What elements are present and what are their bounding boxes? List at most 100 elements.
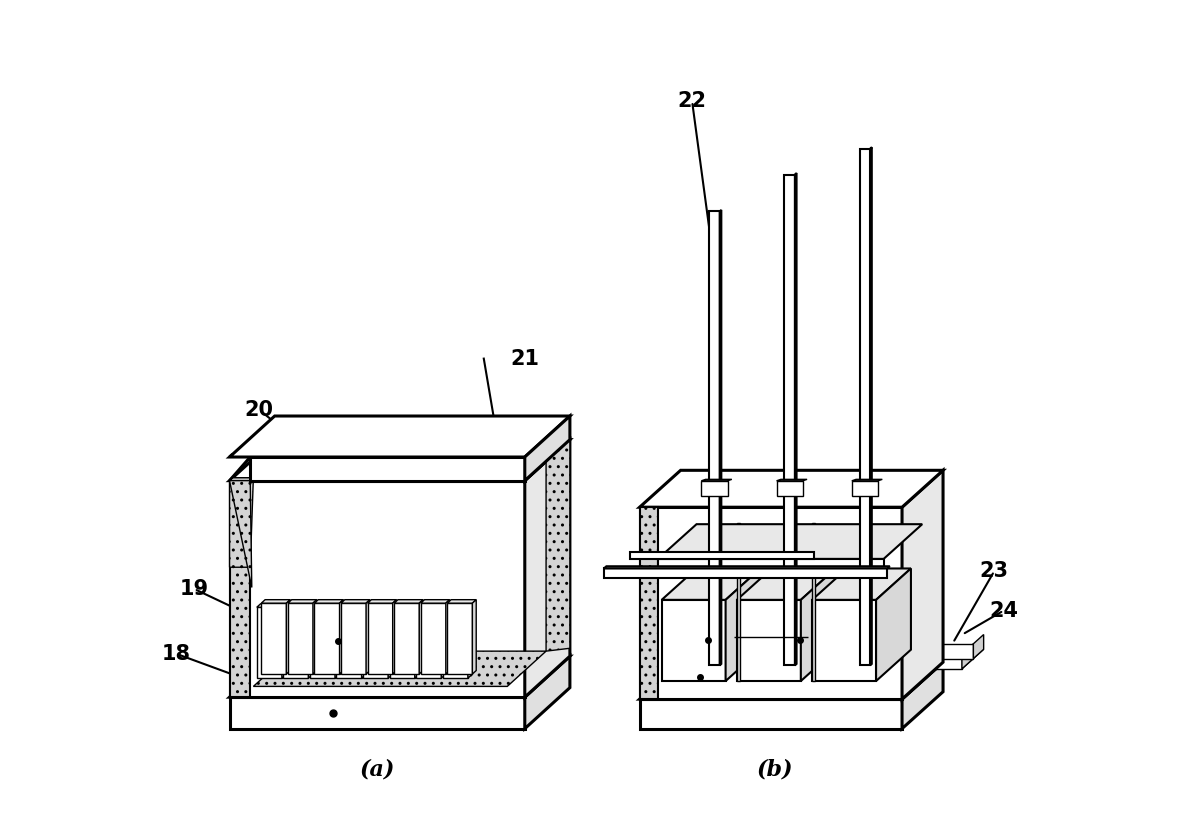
Polygon shape bbox=[283, 604, 313, 607]
Polygon shape bbox=[902, 470, 943, 699]
Polygon shape bbox=[394, 600, 423, 603]
Polygon shape bbox=[388, 604, 392, 678]
Text: 19: 19 bbox=[180, 579, 209, 599]
Polygon shape bbox=[314, 600, 344, 603]
Polygon shape bbox=[640, 662, 943, 699]
Text: 23: 23 bbox=[980, 561, 1008, 581]
Polygon shape bbox=[262, 603, 287, 674]
Polygon shape bbox=[685, 650, 983, 659]
Polygon shape bbox=[737, 600, 801, 681]
Polygon shape bbox=[253, 651, 546, 686]
Polygon shape bbox=[468, 604, 472, 678]
Polygon shape bbox=[524, 416, 570, 480]
Polygon shape bbox=[860, 148, 870, 666]
Polygon shape bbox=[702, 481, 728, 495]
Polygon shape bbox=[257, 604, 285, 607]
Polygon shape bbox=[737, 569, 836, 600]
Polygon shape bbox=[363, 607, 388, 678]
Polygon shape bbox=[673, 659, 974, 669]
Polygon shape bbox=[524, 656, 570, 729]
Polygon shape bbox=[366, 600, 370, 674]
Polygon shape bbox=[394, 603, 420, 674]
Polygon shape bbox=[416, 604, 445, 607]
Polygon shape bbox=[442, 604, 472, 607]
Polygon shape bbox=[313, 600, 316, 674]
Polygon shape bbox=[392, 600, 396, 674]
Polygon shape bbox=[776, 480, 807, 481]
Polygon shape bbox=[661, 600, 725, 681]
Polygon shape bbox=[441, 604, 445, 678]
Polygon shape bbox=[785, 174, 795, 666]
Polygon shape bbox=[229, 416, 570, 457]
Polygon shape bbox=[640, 699, 902, 729]
Polygon shape bbox=[795, 173, 797, 666]
Polygon shape bbox=[390, 607, 415, 678]
Polygon shape bbox=[685, 644, 974, 659]
Polygon shape bbox=[287, 600, 290, 674]
Polygon shape bbox=[812, 600, 876, 681]
Text: 20: 20 bbox=[245, 399, 273, 420]
Polygon shape bbox=[870, 148, 872, 666]
Polygon shape bbox=[640, 470, 943, 507]
Polygon shape bbox=[390, 604, 419, 607]
Polygon shape bbox=[974, 635, 983, 659]
Polygon shape bbox=[229, 480, 250, 697]
Polygon shape bbox=[442, 607, 468, 678]
Polygon shape bbox=[812, 523, 814, 681]
Polygon shape bbox=[725, 569, 761, 681]
Polygon shape bbox=[416, 607, 441, 678]
Text: 24: 24 bbox=[989, 600, 1018, 620]
Polygon shape bbox=[546, 416, 570, 651]
Polygon shape bbox=[229, 697, 524, 729]
Polygon shape bbox=[229, 480, 252, 587]
Polygon shape bbox=[447, 603, 472, 674]
Polygon shape bbox=[640, 507, 658, 699]
Polygon shape bbox=[812, 569, 911, 600]
Polygon shape bbox=[367, 600, 396, 603]
Polygon shape bbox=[340, 600, 344, 674]
Polygon shape bbox=[335, 604, 339, 678]
Polygon shape bbox=[229, 440, 570, 480]
Polygon shape bbox=[229, 478, 253, 480]
Polygon shape bbox=[336, 607, 361, 678]
Polygon shape bbox=[310, 604, 339, 607]
Polygon shape bbox=[262, 600, 290, 603]
Polygon shape bbox=[962, 644, 974, 669]
Polygon shape bbox=[367, 603, 392, 674]
Text: (a): (a) bbox=[359, 759, 395, 781]
Polygon shape bbox=[447, 600, 477, 603]
Text: (b): (b) bbox=[756, 759, 793, 781]
Polygon shape bbox=[308, 604, 313, 678]
Polygon shape bbox=[288, 603, 313, 674]
Polygon shape bbox=[336, 604, 365, 607]
Polygon shape bbox=[363, 604, 392, 607]
Polygon shape bbox=[851, 481, 877, 495]
Polygon shape bbox=[876, 569, 911, 681]
Polygon shape bbox=[282, 604, 285, 678]
Text: 21: 21 bbox=[510, 349, 540, 369]
Polygon shape bbox=[229, 455, 253, 480]
Polygon shape bbox=[658, 525, 923, 559]
Polygon shape bbox=[709, 211, 719, 666]
Polygon shape bbox=[421, 600, 449, 603]
Polygon shape bbox=[801, 569, 836, 681]
Polygon shape bbox=[421, 603, 446, 674]
Polygon shape bbox=[415, 604, 419, 678]
Polygon shape bbox=[361, 604, 365, 678]
Polygon shape bbox=[472, 600, 477, 674]
Polygon shape bbox=[737, 523, 740, 681]
Polygon shape bbox=[341, 603, 366, 674]
Polygon shape bbox=[420, 600, 423, 674]
Polygon shape bbox=[524, 440, 570, 697]
Polygon shape bbox=[851, 480, 882, 481]
Polygon shape bbox=[314, 603, 340, 674]
Polygon shape bbox=[229, 480, 524, 697]
Polygon shape bbox=[673, 654, 962, 669]
Polygon shape bbox=[719, 210, 722, 666]
Text: 18: 18 bbox=[162, 644, 191, 664]
Polygon shape bbox=[257, 607, 282, 678]
Polygon shape bbox=[640, 507, 902, 699]
Polygon shape bbox=[604, 569, 887, 578]
Polygon shape bbox=[446, 600, 449, 674]
Text: 22: 22 bbox=[678, 91, 706, 111]
